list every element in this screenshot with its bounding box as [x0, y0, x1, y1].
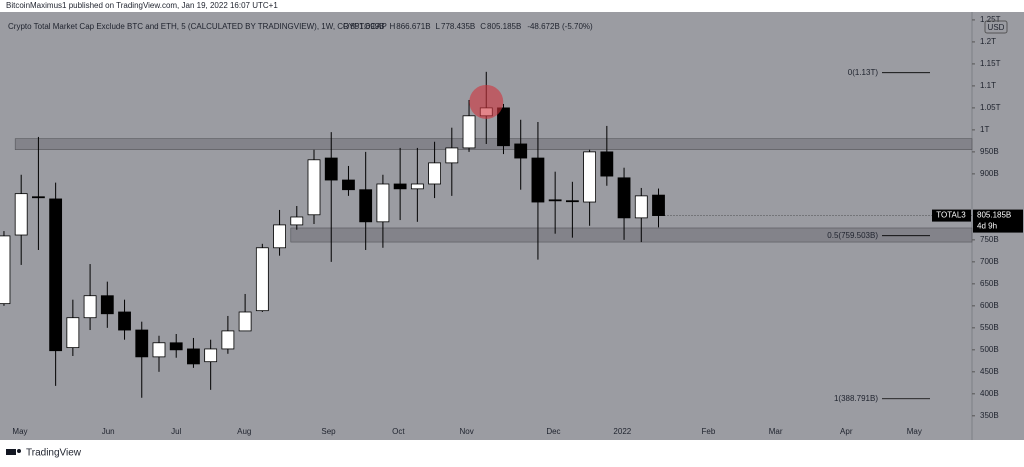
candle-up [255, 247, 269, 312]
highlight-circle [469, 84, 504, 119]
x-tick-label: Mar [769, 427, 783, 436]
candle-up [273, 224, 286, 249]
candle-down [359, 189, 373, 223]
y-tick-label: 1.25T [980, 15, 1001, 24]
chart-title: Crypto Total Market Cap Exclude BTC and … [8, 22, 387, 31]
candle-up [428, 162, 441, 185]
legend-value: 778.435B [441, 22, 475, 31]
candle-up [238, 311, 252, 332]
candle-up [410, 183, 424, 190]
symbol-label: TOTAL3 [936, 211, 966, 220]
candle-down [135, 329, 149, 358]
legend-value: -48.672B (-5.70%) [527, 22, 593, 31]
x-tick-label: Oct [392, 427, 405, 436]
candle-up [290, 216, 304, 226]
y-tick-label: 400B [980, 389, 999, 398]
candle-down [393, 183, 407, 190]
candle-down [100, 295, 114, 315]
candle-up [445, 147, 459, 164]
candle-down [497, 107, 510, 147]
fib-label: 0(1.13T) [848, 68, 879, 77]
candle-down [187, 348, 200, 365]
fib-label: 1(388.791B) [834, 394, 878, 403]
x-tick-label: Jul [171, 427, 181, 436]
candle-down [565, 200, 579, 203]
symbol-tag [932, 209, 971, 222]
candle-up [152, 342, 166, 358]
candle-down [342, 179, 355, 191]
x-tick-label: Dec [546, 427, 560, 436]
candle-down [514, 143, 528, 159]
x-tick-label: Sep [321, 427, 336, 436]
legend-value: 851.699B [350, 22, 384, 31]
y-tick-label: 1.15T [980, 59, 1001, 68]
y-tick-label: 700B [980, 257, 999, 266]
candle-down [531, 157, 545, 203]
fib-label: 0.5(759.503B) [827, 231, 878, 240]
x-tick-label: May [907, 427, 922, 436]
legend-key: C [480, 22, 486, 31]
zone [290, 227, 973, 243]
zone [14, 138, 973, 150]
price-tag [973, 209, 1023, 233]
countdown: 4d 9h [977, 222, 997, 231]
currency-box [984, 20, 1008, 34]
candle-down [169, 342, 183, 351]
y-tick-label: 1.2T [980, 37, 996, 46]
x-tick-label: Jun [102, 427, 115, 436]
x-tick-label: Nov [460, 427, 474, 436]
candle-down [600, 151, 614, 177]
candle-down [617, 177, 631, 219]
candle-up [221, 330, 235, 350]
y-tick-label: 450B [980, 367, 999, 376]
y-tick-label: 950B [980, 147, 999, 156]
legend-key: O [343, 22, 349, 31]
y-tick-label: 600B [980, 301, 999, 310]
y-tick-label: 1T [980, 125, 989, 134]
y-tick-label: 1.1T [980, 81, 996, 90]
publisher-note: BitcoinMaximus1 published on TradingView… [6, 1, 278, 10]
currency: USD [988, 23, 1005, 32]
candle-up [204, 348, 218, 363]
x-tick-label: 2022 [613, 427, 631, 436]
footer-brand: TradingView [26, 448, 82, 459]
legend-value: 866.671B [396, 22, 430, 31]
candle-up [376, 183, 390, 223]
candle-down [49, 198, 63, 352]
candle-up [462, 115, 476, 149]
candle-up [83, 295, 97, 319]
legend-key: H [390, 22, 396, 31]
y-tick-label: 650B [980, 279, 999, 288]
candle-down [324, 157, 338, 181]
legend-value: 805.185B [487, 22, 521, 31]
candle-up [634, 195, 648, 219]
candle-up [307, 159, 321, 216]
y-tick-label: 350B [980, 411, 999, 420]
candle-down [32, 196, 45, 199]
x-tick-label: May [12, 427, 27, 436]
tradingview-logo [6, 449, 21, 455]
candle-up [0, 235, 11, 305]
candle-down [548, 199, 562, 202]
y-tick-label: 900B [980, 169, 999, 178]
x-tick-label: Aug [237, 427, 251, 436]
y-tick-label: 750B [980, 235, 999, 244]
x-tick-label: Feb [702, 427, 716, 436]
y-tick-label: 550B [980, 323, 999, 332]
y-tick-label: 500B [980, 345, 999, 354]
candle-up [583, 151, 597, 203]
candle-up [66, 317, 80, 349]
candle-up [14, 193, 28, 236]
chart-background [0, 12, 1024, 440]
candle-down [652, 194, 665, 216]
y-tick-label: 1.05T [980, 103, 1001, 112]
candle-down [118, 311, 131, 331]
legend-key: L [436, 22, 441, 31]
price-label: 805.185B [977, 211, 1011, 220]
x-tick-label: Apr [840, 427, 853, 436]
